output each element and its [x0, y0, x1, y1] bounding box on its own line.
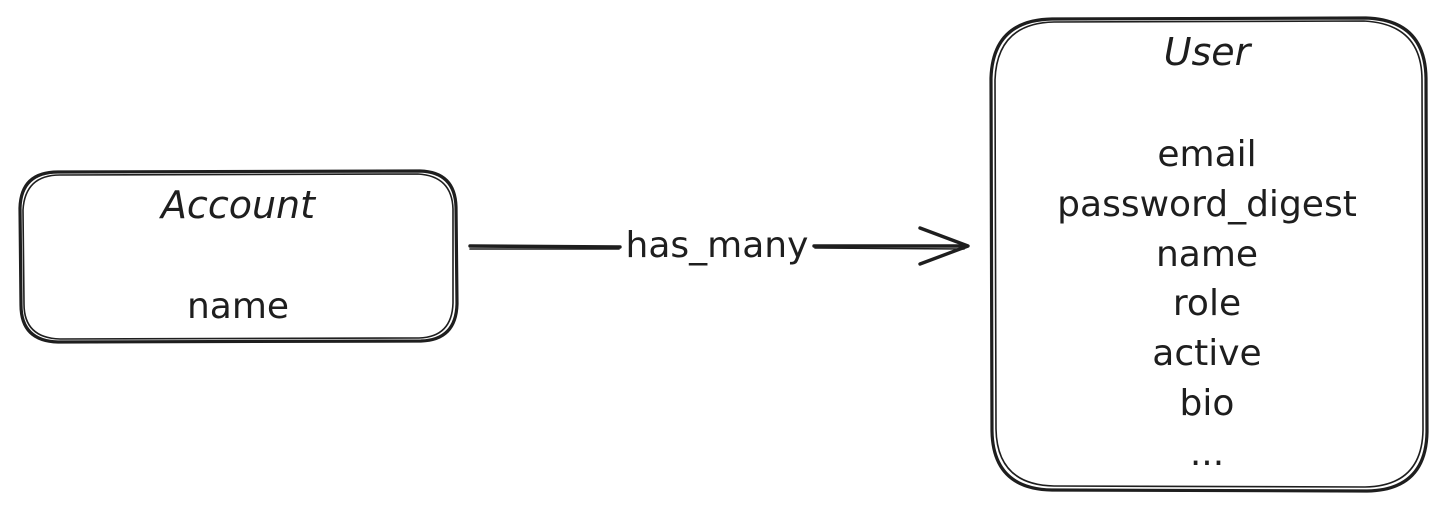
- account-box-sketch: [22, 173, 454, 340]
- user-entity[interactable]: User email password_digest name role act…: [989, 16, 1429, 493]
- relationship-label: has_many: [626, 225, 809, 266]
- user-box-sketch: [994, 20, 1424, 488]
- account-entity[interactable]: Account name: [18, 169, 459, 344]
- user-field-more: ...: [1190, 433, 1224, 474]
- user-title: User: [1164, 30, 1253, 74]
- user-field-active: active: [1152, 333, 1261, 374]
- user-field-email: email: [1157, 134, 1256, 175]
- user-field-password-digest: password_digest: [1057, 184, 1357, 225]
- arrow-head: [918, 226, 970, 266]
- user-field-role: role: [1173, 283, 1241, 324]
- user-field-name: name: [1156, 234, 1258, 275]
- has-many-relationship[interactable]: has_many: [468, 225, 970, 266]
- account-box: [18, 169, 459, 344]
- account-field-name: name: [187, 286, 289, 327]
- arrow-line-left: [468, 244, 622, 249]
- user-box: [989, 16, 1429, 493]
- account-title: Account: [158, 183, 317, 227]
- user-field-bio: bio: [1180, 383, 1235, 424]
- arrow-line-right-sketch: [814, 247, 965, 250]
